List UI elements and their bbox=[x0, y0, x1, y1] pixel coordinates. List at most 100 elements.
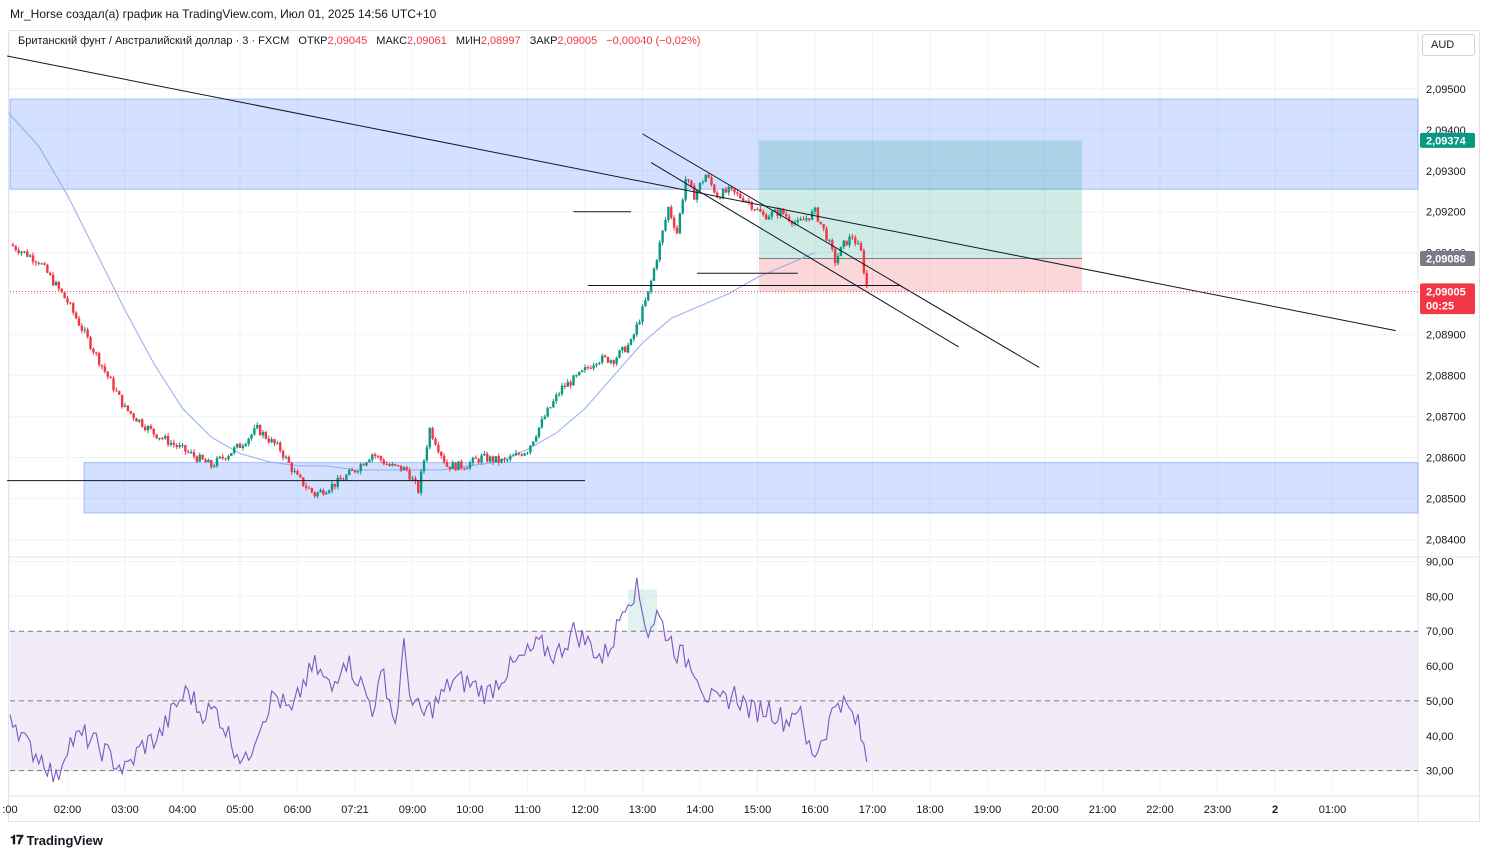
candle-body bbox=[86, 329, 89, 337]
candle-body bbox=[428, 428, 431, 448]
candle-body bbox=[710, 177, 713, 185]
candle-body bbox=[488, 456, 492, 462]
candle-body bbox=[14, 246, 17, 251]
candle-body bbox=[120, 394, 124, 407]
candle-body bbox=[195, 456, 199, 462]
time-axis-label: 22:00 bbox=[1146, 804, 1174, 816]
currency-button[interactable]: AUD bbox=[1422, 34, 1475, 56]
candle-body bbox=[667, 207, 670, 220]
candle-body bbox=[828, 240, 831, 242]
candle-body bbox=[716, 192, 719, 198]
price-axis-label: 2,09200 bbox=[1426, 207, 1466, 219]
candle-body bbox=[552, 401, 555, 408]
candle-body bbox=[555, 394, 558, 402]
candle-body bbox=[356, 471, 360, 473]
candle-body bbox=[100, 364, 104, 367]
time-axis-label: 03:00 bbox=[111, 804, 139, 816]
candle-body bbox=[741, 198, 745, 202]
candle-body bbox=[296, 471, 299, 475]
tradingview-logo-icon: 𝟏𝟕 bbox=[10, 832, 24, 847]
chart-frame bbox=[8, 30, 1480, 822]
candle-body bbox=[63, 292, 66, 299]
time-axis-label: :00 bbox=[2, 804, 17, 816]
candle-body bbox=[721, 189, 725, 199]
candle-body bbox=[92, 348, 95, 353]
candle-body bbox=[115, 390, 118, 392]
candle-body bbox=[46, 264, 49, 273]
candle-body bbox=[690, 180, 693, 186]
candle-body bbox=[509, 456, 512, 460]
candle-body bbox=[319, 489, 322, 493]
candle-body bbox=[348, 469, 351, 475]
time-axis-label: 11:00 bbox=[514, 804, 541, 816]
candle-body bbox=[454, 462, 457, 471]
candle-body bbox=[632, 334, 636, 340]
low-value: 2,08997 bbox=[480, 35, 521, 47]
candle-body bbox=[175, 444, 178, 447]
candle-body bbox=[60, 288, 63, 293]
candle-body bbox=[672, 217, 676, 228]
candle-body bbox=[51, 274, 55, 286]
candle-body bbox=[192, 452, 196, 457]
candle-body bbox=[72, 303, 75, 313]
candle-body bbox=[491, 456, 495, 462]
tradingview-logo[interactable]: 𝟏𝟕 TradingView bbox=[10, 832, 103, 848]
candle-body bbox=[851, 236, 854, 238]
candle-body bbox=[589, 367, 592, 369]
candle-body bbox=[621, 346, 624, 351]
price-axis-label: 2,08800 bbox=[1426, 371, 1466, 383]
rsi-axis-label: 80,00 bbox=[1426, 591, 1454, 603]
candle-body bbox=[414, 478, 417, 482]
candles bbox=[11, 173, 868, 499]
candle-body bbox=[684, 179, 687, 200]
candle-body bbox=[235, 443, 239, 448]
candle-body bbox=[506, 459, 509, 461]
candle-body bbox=[385, 463, 388, 465]
close-value: 2,09005 bbox=[557, 35, 598, 47]
candle-body bbox=[155, 434, 158, 439]
price-tag: 2,09086 bbox=[1420, 250, 1475, 266]
candle-body bbox=[178, 445, 181, 447]
price-axis-label: 2,09500 bbox=[1426, 84, 1466, 96]
candle-body bbox=[284, 456, 288, 458]
candle-body bbox=[534, 436, 538, 442]
candle-body bbox=[526, 452, 529, 454]
time-axis-label: 15:00 bbox=[744, 804, 772, 816]
candle-body bbox=[210, 460, 213, 467]
candle-body bbox=[207, 460, 210, 463]
candle-body bbox=[670, 207, 673, 218]
candle-body bbox=[290, 462, 293, 472]
candle-body bbox=[261, 432, 265, 436]
candle-body bbox=[776, 209, 779, 217]
candle-body bbox=[836, 256, 840, 264]
candle-body bbox=[477, 458, 480, 463]
candle-body bbox=[109, 376, 112, 379]
time-axis-label: 05:00 bbox=[226, 804, 254, 816]
price-tag-countdown: 00:25 bbox=[1426, 301, 1454, 313]
candle-body bbox=[750, 202, 753, 210]
candle-body bbox=[434, 438, 437, 445]
candle-body bbox=[66, 298, 69, 303]
candle-body bbox=[583, 367, 587, 371]
time-axis-label: 21:00 bbox=[1089, 804, 1117, 816]
candle-body bbox=[698, 182, 702, 191]
candle-body bbox=[204, 459, 207, 463]
candle-body bbox=[546, 408, 549, 417]
candle-body bbox=[693, 185, 696, 200]
candle-body bbox=[615, 357, 618, 364]
rsi-axis-label: 50,00 bbox=[1426, 696, 1454, 708]
candle-body bbox=[463, 468, 466, 470]
candle-body bbox=[152, 428, 155, 435]
candle-body bbox=[350, 469, 354, 471]
candle-body bbox=[26, 251, 29, 257]
candle-body bbox=[595, 363, 598, 366]
candle-body bbox=[339, 477, 342, 480]
candle-body bbox=[135, 418, 138, 422]
candle-body bbox=[609, 360, 613, 363]
candle-body bbox=[181, 445, 184, 447]
candle-body bbox=[520, 454, 523, 456]
tradingview-logo-text: TradingView bbox=[26, 832, 103, 848]
candle-body bbox=[707, 174, 710, 178]
candle-body bbox=[57, 282, 61, 289]
